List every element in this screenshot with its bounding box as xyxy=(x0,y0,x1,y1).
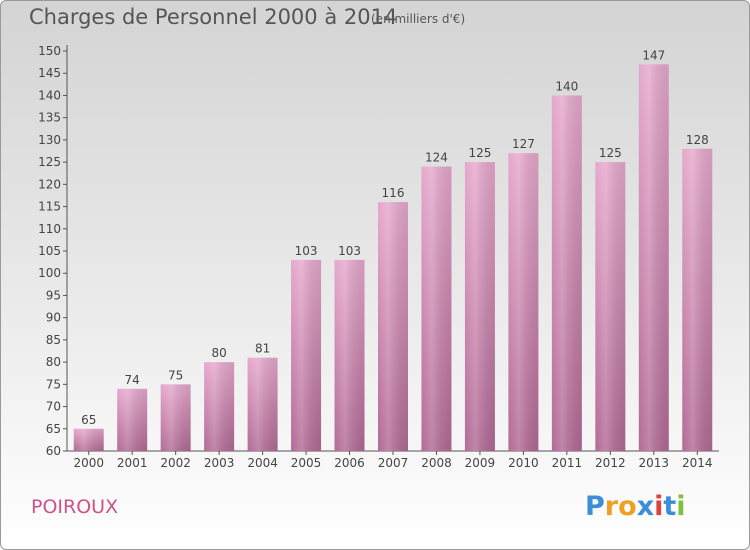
bar-shade xyxy=(73,428,104,451)
x-tick-label: 2004 xyxy=(247,456,278,470)
logo-letter: i xyxy=(676,491,686,522)
logo-letter: i xyxy=(654,491,664,522)
chart-title: Charges de Personnel 2000 à 2014 xyxy=(29,5,398,29)
data-label: 125 xyxy=(599,146,622,160)
y-tick-label: 100 xyxy=(38,266,61,280)
bar-shade xyxy=(551,95,582,451)
bar-shade xyxy=(638,64,669,452)
y-axis: 60 65 70 75 80 85 90 95 100 105 110 115 120 125 130 135… xyxy=(38,44,68,458)
y-tick-label: 60 xyxy=(46,444,61,458)
commune-name: POIROUX xyxy=(31,496,119,518)
y-tick-label: 150 xyxy=(38,44,61,58)
bar-shade xyxy=(334,259,365,451)
x-tick-label: 2006 xyxy=(334,456,365,470)
logo-letter: o xyxy=(618,491,637,522)
data-label: 103 xyxy=(295,244,318,258)
y-tick-label: 85 xyxy=(46,333,61,347)
proxiti-logo: Proxiti xyxy=(585,491,686,522)
data-label: 116 xyxy=(382,186,405,200)
data-label: 74 xyxy=(125,373,140,387)
bar-shade xyxy=(291,259,322,451)
bar-shade xyxy=(682,148,713,451)
x-tick-label: 2009 xyxy=(465,456,496,470)
x-axis: 2000 2001 2002 2003 2004 2005 2006 2007 2008 2009… xyxy=(67,450,719,470)
logo-letter: P xyxy=(585,491,605,522)
data-label: 103 xyxy=(338,244,361,258)
data-label: 80 xyxy=(211,346,226,360)
y-tick-label: 130 xyxy=(38,133,61,147)
bars: 65 74 75 80 81 103 103 116 124 125 127 140 125 147 128 xyxy=(73,48,713,452)
bar-shade xyxy=(378,202,408,451)
y-tick-label: 125 xyxy=(38,155,61,169)
data-label: 124 xyxy=(425,151,448,165)
x-tick-label: 2001 xyxy=(117,456,148,470)
x-tick-label: 2010 xyxy=(508,456,539,470)
x-tick-label: 2005 xyxy=(291,456,322,470)
x-tick-label: 2013 xyxy=(639,456,670,470)
x-tick-label: 2014 xyxy=(682,456,713,470)
data-label: 65 xyxy=(81,413,96,427)
bar-shade xyxy=(117,388,148,451)
data-label: 128 xyxy=(686,133,709,147)
y-tick-label: 140 xyxy=(38,88,61,102)
y-tick-label: 90 xyxy=(46,311,61,325)
x-tick-label: 2002 xyxy=(160,456,191,470)
chart-subtitle: (en milliers d'€) xyxy=(371,12,466,26)
data-label: 140 xyxy=(555,79,578,93)
data-label: 127 xyxy=(512,137,535,151)
y-tick-label: 145 xyxy=(38,66,61,80)
logo-letter: t xyxy=(663,491,677,522)
data-label: 125 xyxy=(468,146,491,160)
bar-shade xyxy=(508,153,539,451)
y-tick-label: 135 xyxy=(38,111,61,125)
y-tick-label: 80 xyxy=(46,355,61,369)
logo-letter: x xyxy=(636,491,655,522)
data-label: 147 xyxy=(642,48,665,62)
y-tick-label: 105 xyxy=(38,244,61,258)
y-tick-label: 95 xyxy=(46,288,61,302)
data-label: 75 xyxy=(168,368,183,382)
bar-shade xyxy=(247,357,278,451)
x-tick-label: 2012 xyxy=(595,456,626,470)
x-tick-label: 2000 xyxy=(73,456,104,470)
x-tick-label: 2011 xyxy=(552,456,583,470)
y-tick-label: 110 xyxy=(38,222,61,236)
y-tick-label: 70 xyxy=(46,400,61,414)
y-tick-label: 65 xyxy=(46,422,61,436)
x-tick-label: 2008 xyxy=(421,456,452,470)
data-label: 81 xyxy=(255,342,270,356)
bar-shade xyxy=(204,362,235,451)
x-tick-label: 2007 xyxy=(378,456,409,470)
bar-shade xyxy=(464,162,495,451)
logo-letter: r xyxy=(604,491,619,522)
bar-shade xyxy=(595,162,626,451)
y-tick-label: 75 xyxy=(46,377,61,391)
y-tick-label: 120 xyxy=(38,177,61,191)
x-tick-label: 2003 xyxy=(204,456,235,470)
bar-shade xyxy=(160,384,191,451)
bar-shade xyxy=(421,166,452,452)
y-tick-label: 115 xyxy=(38,200,61,214)
